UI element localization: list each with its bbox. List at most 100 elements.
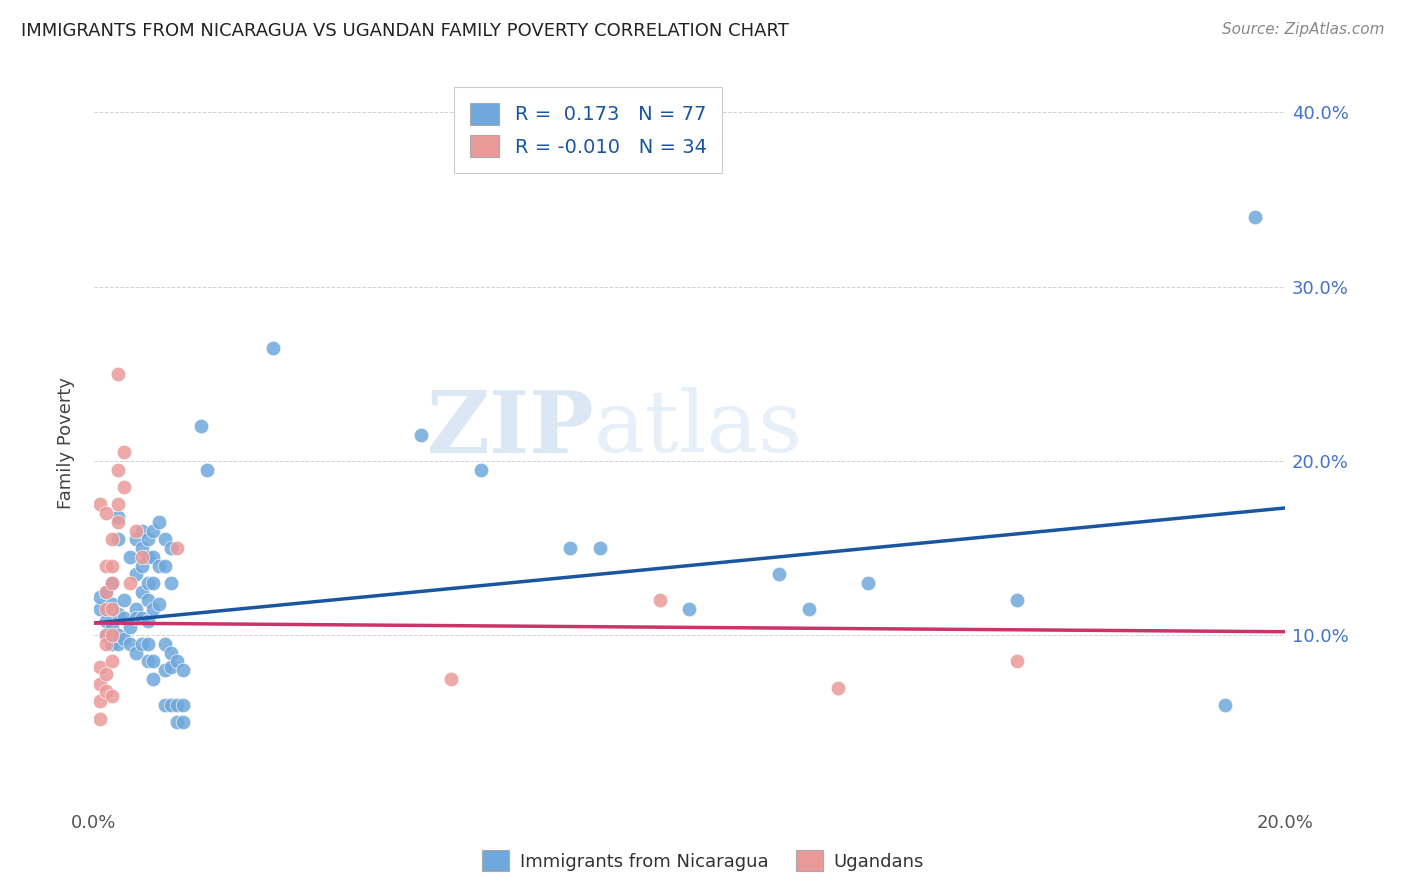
Point (155, 637, 177, 651)
Point (101, 576, 124, 591)
Point (112, 611, 135, 625)
Point (89, 677, 111, 691)
Point (142, 672, 165, 686)
Point (124, 567, 146, 582)
Point (124, 646, 146, 660)
Point (560, 541, 582, 555)
Point (118, 576, 141, 591)
Text: atlas: atlas (595, 387, 803, 470)
Point (89, 694, 111, 708)
Y-axis label: Family Poverty: Family Poverty (58, 377, 75, 509)
Point (160, 646, 183, 660)
Point (148, 515, 170, 529)
Point (768, 567, 790, 582)
Point (89, 602, 111, 616)
Legend: R =  0.173   N = 77, R = -0.010   N = 34: R = 0.173 N = 77, R = -0.010 N = 34 (454, 87, 723, 173)
Point (118, 549, 141, 564)
Point (89, 590, 111, 604)
Point (678, 602, 700, 616)
Point (107, 515, 129, 529)
Point (94, 506, 117, 520)
Point (172, 715, 194, 730)
Point (124, 524, 146, 538)
Point (411, 427, 433, 442)
Point (856, 576, 879, 591)
Point (172, 663, 194, 677)
Point (94, 628, 117, 642)
Point (155, 533, 177, 547)
Point (1244, 210, 1267, 224)
Point (112, 593, 135, 607)
Point (131, 524, 153, 538)
Point (94, 637, 117, 651)
Point (136, 637, 159, 651)
Point (142, 524, 165, 538)
Point (101, 533, 124, 547)
Point (136, 549, 159, 564)
Point (262, 341, 284, 355)
Point (142, 576, 165, 591)
Point (131, 584, 153, 599)
Point (166, 541, 188, 555)
Point (827, 681, 849, 695)
Point (136, 593, 159, 607)
Point (589, 541, 612, 555)
Point (136, 615, 159, 629)
Point (172, 698, 194, 712)
Point (136, 576, 159, 591)
Point (155, 663, 177, 677)
Legend: Immigrants from Nicaragua, Ugandans: Immigrants from Nicaragua, Ugandans (475, 843, 931, 879)
Point (118, 619, 141, 633)
Point (124, 533, 146, 547)
Point (131, 611, 153, 625)
Point (94, 684, 117, 698)
Text: ZIP: ZIP (426, 387, 595, 471)
Point (107, 509, 129, 524)
Point (107, 628, 129, 642)
Point (112, 632, 135, 646)
Point (94, 628, 117, 642)
Point (101, 576, 124, 591)
Point (89, 498, 111, 512)
Point (160, 659, 183, 673)
Point (190, 419, 212, 434)
Point (155, 558, 177, 573)
Point (648, 593, 671, 607)
Point (797, 602, 820, 616)
Point (160, 576, 183, 591)
Point (107, 462, 129, 476)
Point (101, 654, 124, 668)
Point (166, 654, 188, 668)
Point (89, 712, 111, 726)
Point (112, 480, 135, 494)
Point (107, 498, 129, 512)
Point (166, 698, 188, 712)
Point (94, 602, 117, 616)
Point (148, 558, 170, 573)
Text: IMMIGRANTS FROM NICARAGUA VS UGANDAN FAMILY POVERTY CORRELATION CHART: IMMIGRANTS FROM NICARAGUA VS UGANDAN FAM… (21, 22, 789, 40)
Point (1005, 654, 1028, 668)
Point (107, 533, 129, 547)
Point (131, 558, 153, 573)
Text: Source: ZipAtlas.com: Source: ZipAtlas.com (1222, 22, 1385, 37)
Point (195, 462, 218, 476)
Point (112, 445, 135, 459)
Point (101, 690, 124, 704)
Point (142, 602, 165, 616)
Point (160, 698, 183, 712)
Point (101, 597, 124, 611)
Point (101, 602, 124, 616)
Point (94, 584, 117, 599)
Point (94, 666, 117, 681)
Point (101, 558, 124, 573)
Point (131, 637, 153, 651)
Point (142, 654, 165, 668)
Point (94, 558, 117, 573)
Point (94, 584, 117, 599)
Point (166, 715, 188, 730)
Point (107, 637, 129, 651)
Point (470, 462, 492, 476)
Point (1005, 593, 1028, 607)
Point (107, 607, 129, 622)
Point (440, 672, 463, 686)
